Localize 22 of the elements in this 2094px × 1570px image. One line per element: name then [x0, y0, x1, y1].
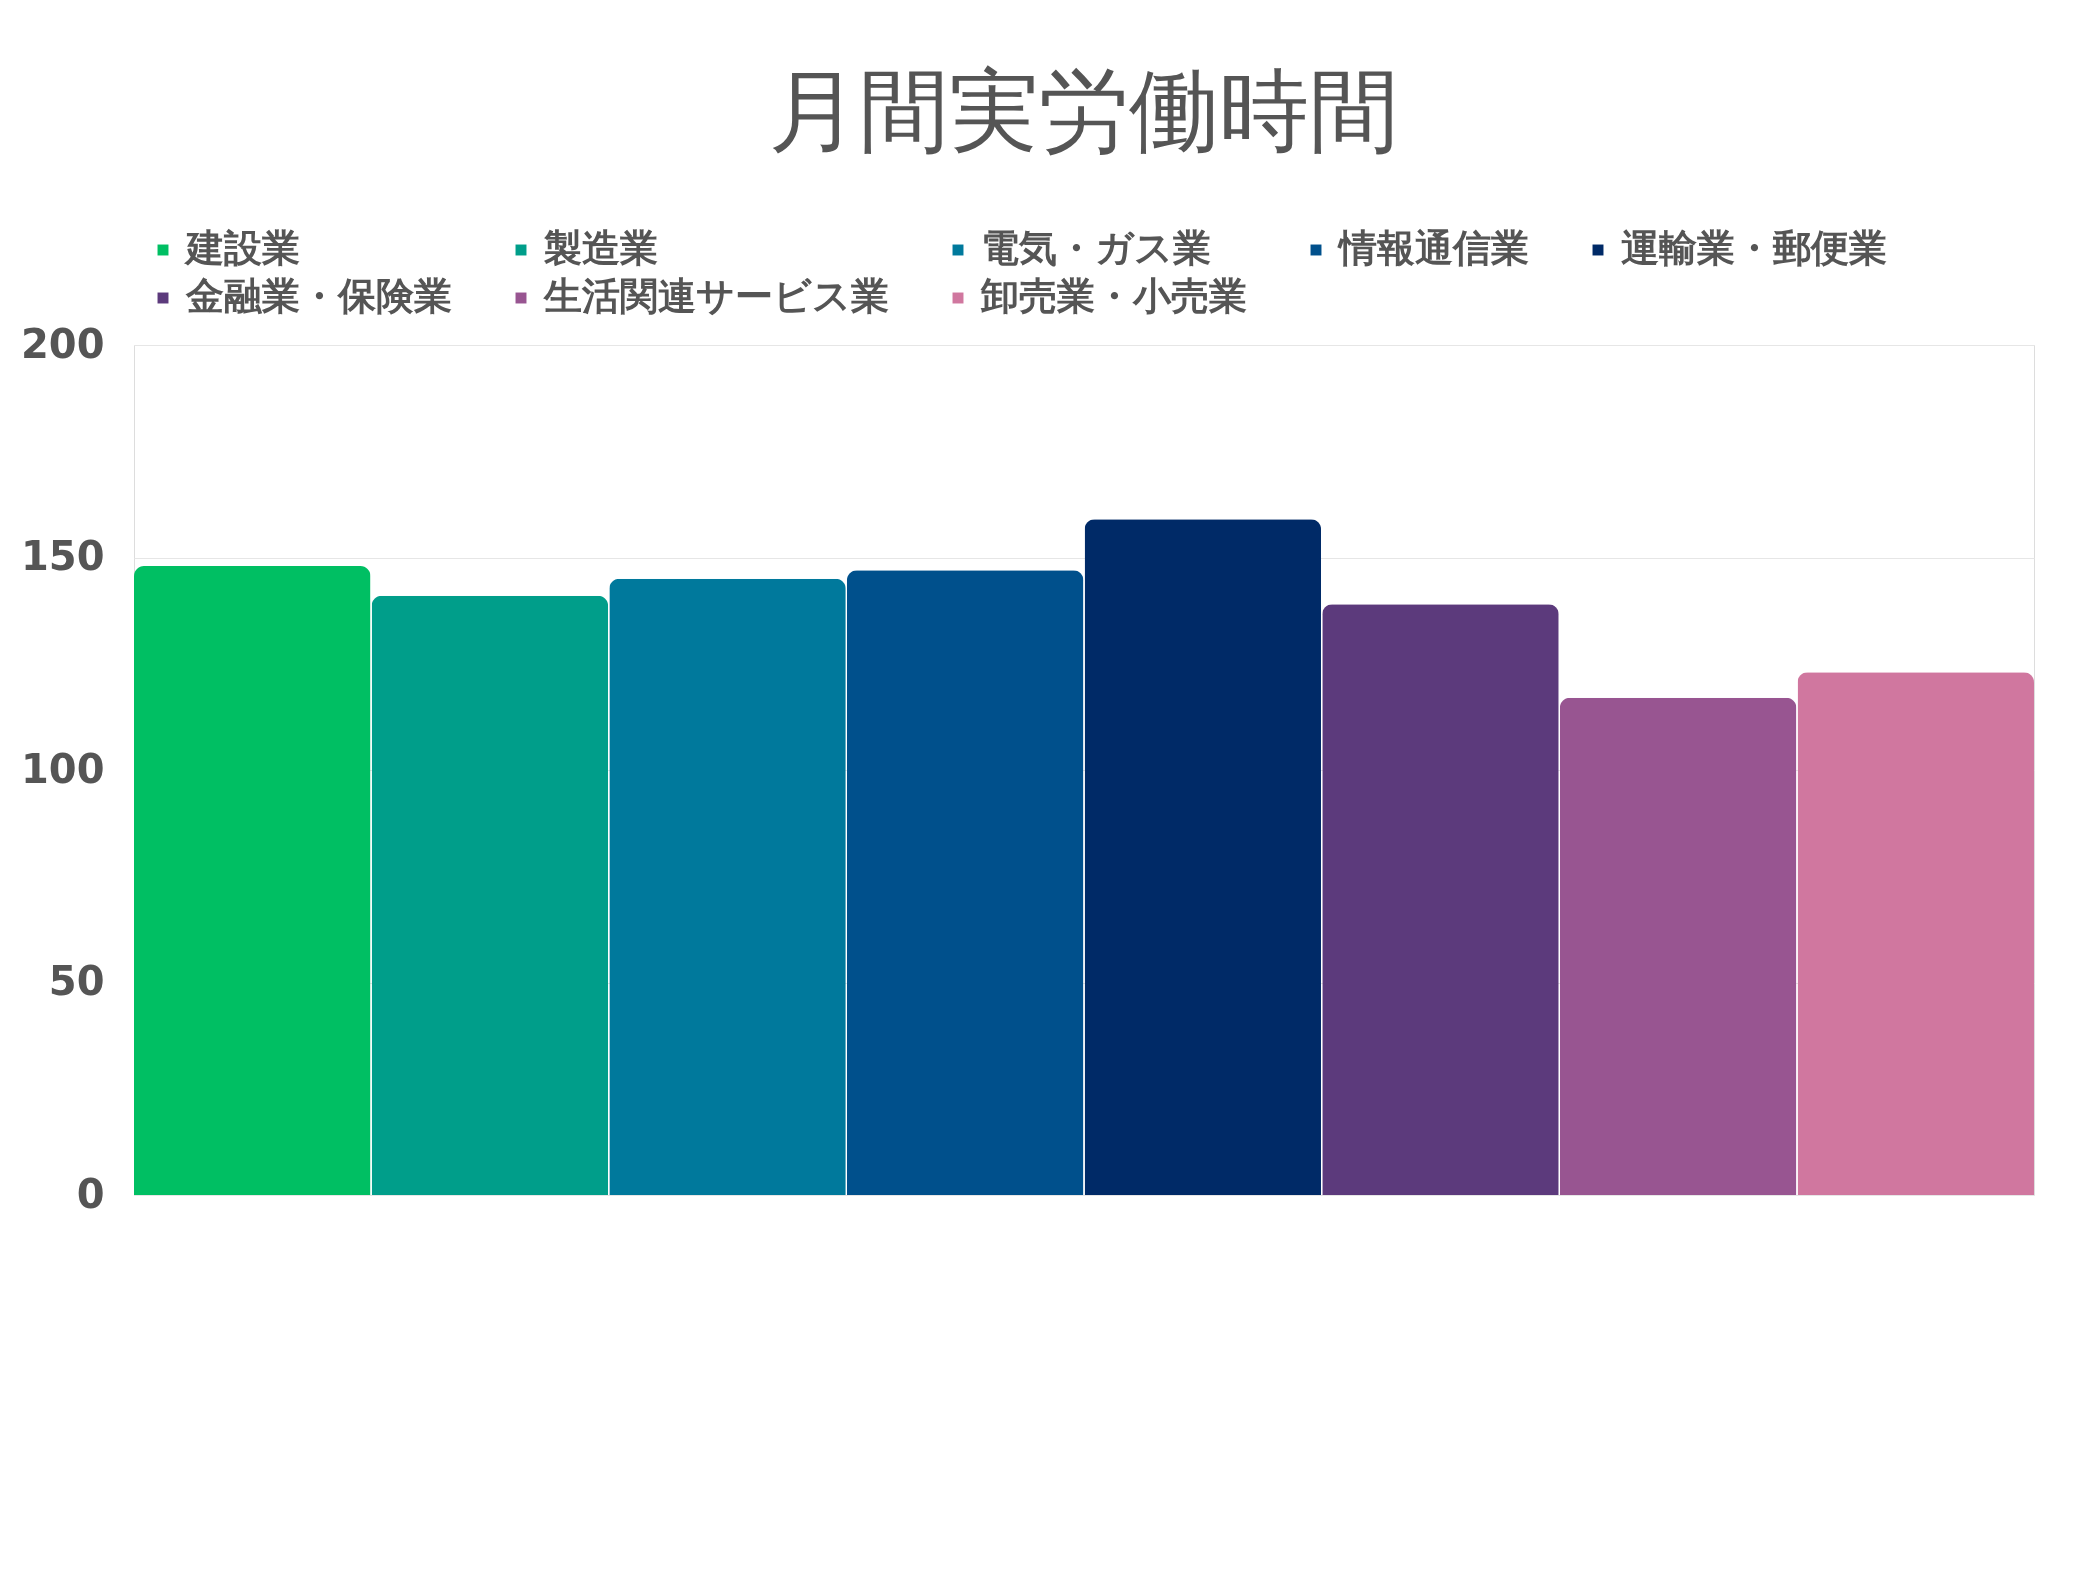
bar	[371, 595, 609, 1195]
bar	[1797, 672, 2034, 1195]
legend-label: 電気・ガス業	[981, 226, 1211, 270]
bar	[1559, 697, 1797, 1195]
y-tick-label: 200	[21, 320, 105, 367]
y-tick-label: 150	[21, 533, 105, 579]
chart-title: 月間実労働時間	[769, 58, 1399, 163]
bar	[1084, 519, 1322, 1195]
y-tick-label: 100	[21, 745, 105, 792]
legend-label: 製造業	[543, 226, 658, 270]
bar	[846, 570, 1084, 1195]
legend-label: 建設業	[183, 226, 300, 270]
y-tick-label: 50	[48, 958, 105, 1004]
bar	[609, 578, 846, 1195]
legend-label: 情報通信業	[1337, 226, 1529, 270]
legend-label: 卸売業・小売業	[980, 274, 1247, 318]
legend-label: 運輸業・郵便業	[1621, 226, 1887, 270]
bar	[134, 566, 371, 1195]
legend-label: 生活関連サービス業	[543, 274, 889, 318]
bar	[1322, 604, 1559, 1195]
y-tick-label: 0	[76, 1170, 105, 1217]
legend-label: 金融業・保険業	[185, 274, 452, 318]
